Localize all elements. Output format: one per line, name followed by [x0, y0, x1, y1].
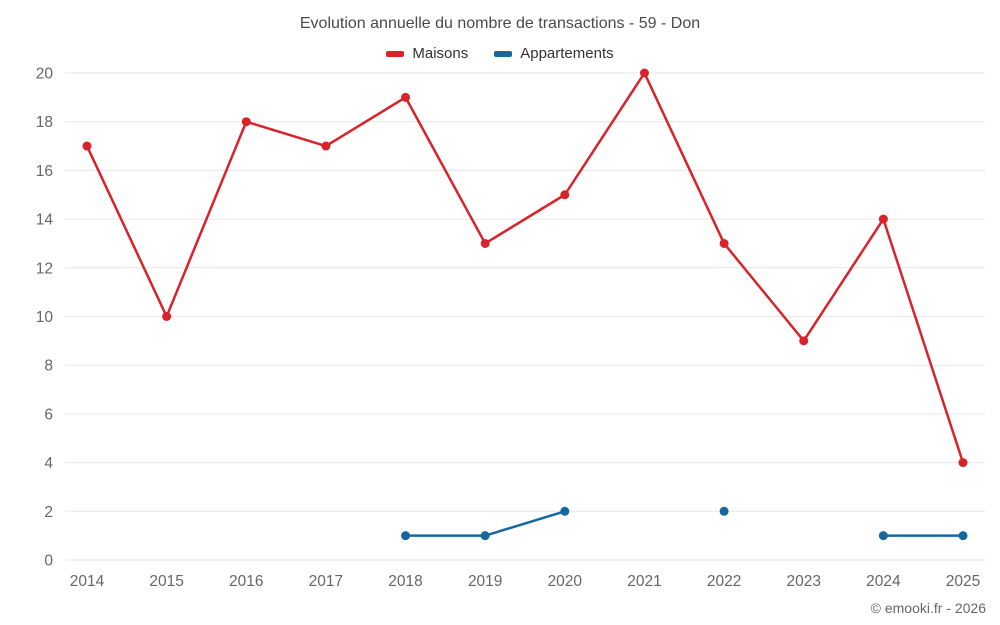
- maisons-data-point: [82, 141, 92, 151]
- legend-item-appartements[interactable]: Appartements: [494, 45, 614, 62]
- appartements-data-point: [480, 531, 490, 541]
- y-tick-label: 12: [36, 260, 53, 277]
- appartements-data-point: [560, 506, 570, 516]
- y-tick-label: 0: [44, 553, 53, 570]
- x-tick-label: 2018: [388, 573, 422, 590]
- chart-legend: Maisons Appartements: [0, 45, 1000, 62]
- x-tick-label: 2016: [229, 573, 263, 590]
- x-tick-label: 2015: [149, 573, 183, 590]
- x-tick-label: 2024: [866, 573, 901, 590]
- maisons-data-point: [241, 117, 251, 127]
- legend-swatch-appartements: [494, 50, 513, 57]
- y-tick-label: 18: [36, 114, 53, 131]
- x-tick-label: 2017: [309, 573, 343, 590]
- y-tick-label: 10: [36, 309, 54, 326]
- maisons-data-point: [639, 68, 649, 78]
- x-tick-label: 2023: [786, 573, 820, 590]
- y-tick-label: 6: [44, 406, 53, 423]
- maisons-data-point: [401, 92, 411, 102]
- appartements-data-point: [878, 531, 888, 541]
- maisons-data-point: [878, 214, 888, 224]
- maisons-data-point: [162, 312, 172, 321]
- legend-item-maisons[interactable]: Maisons: [386, 45, 468, 62]
- appartements-data-point: [719, 506, 729, 516]
- y-tick-label: 4: [44, 455, 53, 472]
- appartements-data-point: [401, 531, 411, 541]
- credit-text: © emooki.fr - 2026: [870, 600, 986, 616]
- legend-label-appartements: Appartements: [520, 45, 614, 62]
- legend-label-maisons: Maisons: [412, 45, 469, 62]
- y-tick-label: 2: [44, 504, 53, 521]
- maisons-series-line: [85, 71, 965, 464]
- chart-title: Evolution annuelle du nombre de transact…: [299, 15, 701, 32]
- maisons-data-point: [719, 238, 729, 248]
- x-tick-label: 2020: [548, 573, 583, 590]
- legend-swatch-maisons: [386, 50, 405, 57]
- y-tick-label: 8: [44, 358, 53, 375]
- x-tick-label: 2014: [70, 573, 105, 590]
- y-tick-label: 14: [36, 212, 54, 229]
- maisons-data-point: [321, 141, 331, 151]
- y-tick-label: 20: [36, 66, 54, 83]
- x-tick-label: 2019: [468, 573, 502, 590]
- x-tick-label: 2022: [707, 573, 741, 590]
- maisons-data-point: [799, 336, 809, 346]
- maisons-data-point: [480, 238, 490, 248]
- appartements-data-point: [958, 531, 968, 541]
- y-tick-label: 16: [36, 163, 53, 180]
- maisons-data-point: [958, 458, 968, 468]
- maisons-data-point: [560, 190, 570, 200]
- x-tick-label: 2025: [946, 573, 980, 590]
- x-tick-label: 2021: [627, 573, 661, 590]
